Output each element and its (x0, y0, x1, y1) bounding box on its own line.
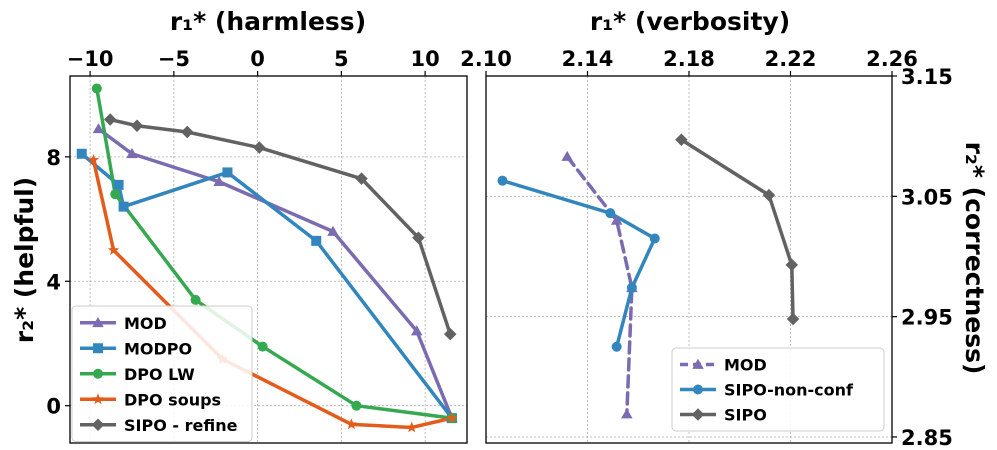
right-point-sipo-non-conf (649, 233, 660, 244)
left-point-mod (213, 175, 225, 187)
right-y-tick-label: 3.15 (901, 65, 953, 89)
left-panel: −10 −5 0 5 10 0 4 8 r₁* (harmless) r₂* (helpfu… (10, 7, 468, 444)
right-point-sipo-non-conf (626, 282, 637, 293)
left-legend-label-modpo: MODPO (124, 339, 192, 358)
left-point-mod (126, 148, 138, 159)
left-y-axis-label: r₂* (helpful) (10, 177, 39, 343)
left-point-sipo-refine (103, 113, 117, 126)
right-y-axis-label: r₂* (correctness) (960, 142, 989, 375)
left-point-dpo-lw (91, 83, 102, 94)
left-point-dpo-lw (190, 294, 201, 305)
right-point-sipo-non-conf (611, 341, 622, 352)
left-point-dpo-soups (87, 153, 100, 165)
left-y-ticks: 0 4 8 (46, 146, 70, 419)
right-series-line-mod (565, 154, 634, 416)
left-point-dpo-lw (351, 400, 362, 411)
left-legend-marker-dpo-lw (93, 368, 103, 379)
left-plot-frame (69, 75, 468, 444)
right-series-line-sipo (679, 138, 795, 321)
right-x-tick-label: 2.26 (866, 47, 918, 71)
right-point-sipo-non-conf (497, 175, 508, 186)
left-point-dpo-soups (406, 421, 418, 433)
left-x-axis-label: r₁* (harmless) (170, 7, 366, 36)
right-x-tick-label: 2.14 (562, 47, 614, 71)
left-y-tick-label: 0 (46, 395, 61, 419)
right-legend: MOD SIPO-non-conf SIPO (671, 347, 885, 432)
left-legend: MOD MODPO DPO LW DPO soups SIPO - refine (71, 305, 253, 442)
left-point-sipo-refine (412, 231, 425, 244)
left-legend-marker-modpo (93, 343, 103, 354)
left-x-tick-label: 5 (334, 47, 349, 71)
left-point-mod (410, 325, 423, 336)
left-x-tick-label: −10 (67, 47, 114, 71)
right-x-tick-label: 2.10 (460, 47, 512, 71)
left-legend-label-dpo-lw: DPO LW (124, 365, 195, 384)
right-legend-marker-sipo-non-conf (693, 384, 703, 395)
left-point-dpo-lw (110, 189, 121, 200)
right-y-ticks: 2.85 2.95 3.05 3.15 (892, 65, 953, 450)
right-point-sipo (762, 188, 776, 202)
right-y-tick-label: 2.85 (901, 426, 953, 450)
left-x-tick-label: 10 (411, 47, 440, 71)
left-point-modpo (118, 201, 129, 212)
right-y-tick-label: 3.05 (901, 185, 953, 209)
left-legend-label-sipo-refine: SIPO - refine (124, 416, 238, 435)
left-point-sipo-refine (181, 125, 194, 139)
left-legend-label-mod: MOD (124, 314, 167, 333)
left-x-ticks: −10 −5 0 5 10 (67, 47, 440, 76)
left-point-modpo (311, 235, 322, 246)
right-legend-marker-sipo (691, 408, 705, 421)
right-legend-label-mod: MOD (724, 356, 767, 375)
right-y-tick-label: 2.95 (901, 306, 953, 330)
left-point-modpo (222, 167, 233, 178)
left-series-markers (76, 83, 458, 433)
left-point-dpo-soups (345, 418, 358, 430)
right-series-markers (497, 133, 800, 419)
right-series-line-sipo-non-conf (500, 178, 657, 349)
right-point-sipo (675, 133, 688, 147)
right-x-tick-label: 2.22 (765, 47, 817, 71)
left-point-dpo-soups (107, 244, 120, 256)
left-point-dpo-soups (446, 412, 458, 423)
left-point-sipo-refine (130, 119, 144, 133)
right-panel: 2.10 2.14 2.18 2.22 2.26 2.85 2.95 3.05 3.15 r₁… (460, 7, 989, 450)
left-series-line-mod (96, 127, 454, 420)
left-legend-box (71, 305, 253, 442)
left-series-line-dpo-soups (91, 158, 454, 430)
right-point-mod (621, 408, 633, 419)
left-point-sipo-refine (253, 141, 266, 154)
left-point-sipo-refine (355, 172, 368, 185)
right-x-ticks: 2.10 2.14 2.18 2.22 2.26 (460, 47, 918, 76)
right-x-axis-label: r₁* (verbosity) (590, 7, 790, 36)
right-point-mod (610, 214, 623, 225)
left-legend-marker-mod (92, 317, 104, 328)
left-point-dpo-lw (257, 341, 268, 352)
left-legend-marker-dpo-soups (92, 393, 104, 405)
left-point-mod (92, 123, 105, 134)
left-x-tick-label: 0 (250, 47, 265, 71)
right-point-mod (561, 150, 573, 161)
left-legend-marker-sipo-refine (91, 418, 105, 431)
right-point-sipo-non-conf (605, 208, 616, 219)
left-y-tick-label: 8 (46, 146, 61, 170)
right-x-tick-label: 2.18 (663, 47, 715, 71)
left-legend-label-dpo-soups: DPO soups (124, 390, 221, 409)
left-point-sipo-refine (443, 327, 457, 341)
right-legend-box (671, 347, 885, 432)
left-series-line-sipo-refine (108, 117, 452, 336)
left-point-modpo (76, 148, 87, 159)
left-point-modpo (113, 179, 124, 190)
right-point-sipo (786, 312, 800, 326)
right-legend-label-sipo-non-conf: SIPO-non-conf (724, 381, 854, 400)
left-x-tick-label: −5 (158, 47, 190, 71)
left-point-mod (327, 225, 339, 236)
right-legend-marker-mod (692, 358, 704, 369)
right-point-sipo (785, 258, 799, 272)
left-y-tick-label: 4 (46, 270, 61, 294)
right-legend-label-sipo: SIPO (724, 406, 767, 425)
